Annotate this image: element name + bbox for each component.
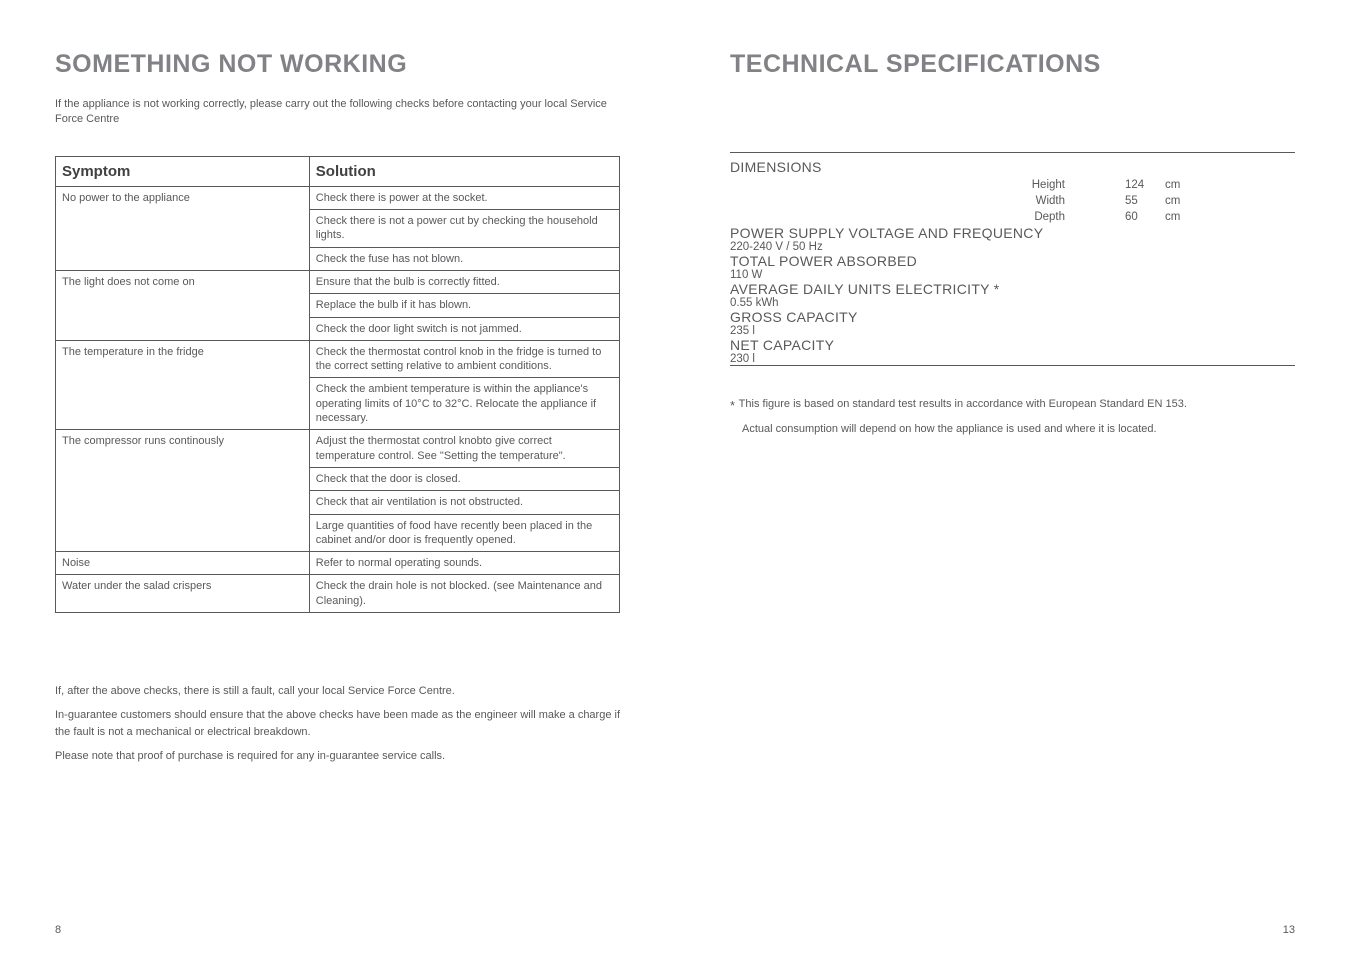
spec-label: GROSS CAPACITY (730, 309, 1295, 325)
solution-cell: Check the thermostat control knob in the… (309, 340, 619, 378)
page-title: TECHNICAL SPECIFICATIONS (730, 50, 1295, 79)
page-right: TECHNICAL SPECIFICATIONS DIMENSIONS Heig… (675, 0, 1350, 954)
after-paragraph: In-guarantee customers should ensure tha… (55, 707, 620, 742)
spec-label: TOTAL POWER ABSORBED (730, 253, 1295, 269)
spec-row: GROSS CAPACITY235 l (730, 309, 1295, 337)
footnote: * This figure is based on standard test … (730, 394, 1295, 440)
spec-label: POWER SUPPLY VOLTAGE AND FREQUENCY (730, 225, 1295, 241)
solution-cell: Check there is not a power cut by checki… (309, 210, 619, 248)
spec-value: 230 l (730, 353, 900, 365)
solution-cell: Check the door light switch is not jamme… (309, 317, 619, 340)
spec-label: NET CAPACITY (730, 337, 1295, 353)
solution-cell: Check that the door is closed. (309, 467, 619, 490)
page-number: 13 (1283, 924, 1295, 936)
dimensions-header: DIMENSIONS (730, 152, 1295, 175)
solution-cell: Replace the bulb if it has blown. (309, 294, 619, 317)
symptom-cell: The light does not come on (56, 270, 310, 340)
dimension-value: 60cm (1125, 211, 1295, 223)
dimension-value: 55cm (1125, 195, 1295, 207)
page-number: 8 (55, 924, 61, 936)
dimension-row: Height124cm (730, 177, 1295, 193)
spec-row: NET CAPACITY230 l (730, 337, 1295, 365)
spec-row: TOTAL POWER ABSORBED110 W (730, 253, 1295, 281)
symptom-cell: The temperature in the fridge (56, 340, 310, 429)
after-paragraph: Please note that proof of purchase is re… (55, 748, 620, 766)
symptom-cell: The compressor runs continously (56, 430, 310, 552)
dimension-value: 124cm (1125, 179, 1295, 191)
solution-cell: Check that air ventilation is not obstru… (309, 491, 619, 514)
solution-cell: Adjust the thermostat control knobto giv… (309, 430, 619, 468)
solution-cell: Check there is power at the socket. (309, 186, 619, 209)
footnote-text: Actual consumption will depend on how th… (730, 419, 1295, 440)
solution-cell: Large quantities of food have recently b… (309, 514, 619, 552)
spec-block: DIMENSIONS Height124cmWidth55cmDepth60cm… (730, 152, 1295, 366)
footnote-star: * (730, 398, 739, 413)
page-left: SOMETHING NOT WORKING If the appliance i… (0, 0, 675, 954)
solution-cell: Check the fuse has not blown. (309, 247, 619, 270)
symptom-cell: No power to the appliance (56, 186, 310, 270)
spec-label: AVERAGE DAILY UNITS ELECTRICITY * (730, 281, 1295, 297)
intro-text: If the appliance is not working correctl… (55, 97, 620, 128)
spec-value: 220-240 V / 50 Hz (730, 241, 900, 253)
table-header-symptom: Symptom (56, 156, 310, 186)
solution-cell: Check the drain hole is not blocked. (se… (309, 575, 619, 613)
solution-cell: Ensure that the bulb is correctly fitted… (309, 270, 619, 293)
solution-cell: Refer to normal operating sounds. (309, 552, 619, 575)
after-text: If, after the above checks, there is sti… (55, 683, 620, 771)
dimension-label: Depth (730, 211, 1125, 223)
solution-cell: Check the ambient temperature is within … (309, 378, 619, 430)
spec-row: AVERAGE DAILY UNITS ELECTRICITY *0.55 kW… (730, 281, 1295, 309)
symptom-cell: Water under the salad crispers (56, 575, 310, 613)
footnote-text: This figure is based on standard test re… (739, 398, 1187, 410)
troubleshooting-table: Symptom Solution No power to the applian… (55, 156, 620, 613)
table-header-solution: Solution (309, 156, 619, 186)
dimension-label: Width (730, 195, 1125, 207)
symptom-cell: Noise (56, 552, 310, 575)
after-paragraph: If, after the above checks, there is sti… (55, 683, 620, 701)
spec-row: POWER SUPPLY VOLTAGE AND FREQUENCY220-24… (730, 225, 1295, 253)
spec-value: 235 l (730, 325, 900, 337)
spec-value: 110 W (730, 269, 900, 281)
dimension-label: Height (730, 179, 1125, 191)
page-title: SOMETHING NOT WORKING (55, 50, 620, 79)
dimension-row: Width55cm (730, 193, 1295, 209)
dimension-row: Depth60cm (730, 209, 1295, 225)
spec-value: 0.55 kWh (730, 297, 900, 309)
